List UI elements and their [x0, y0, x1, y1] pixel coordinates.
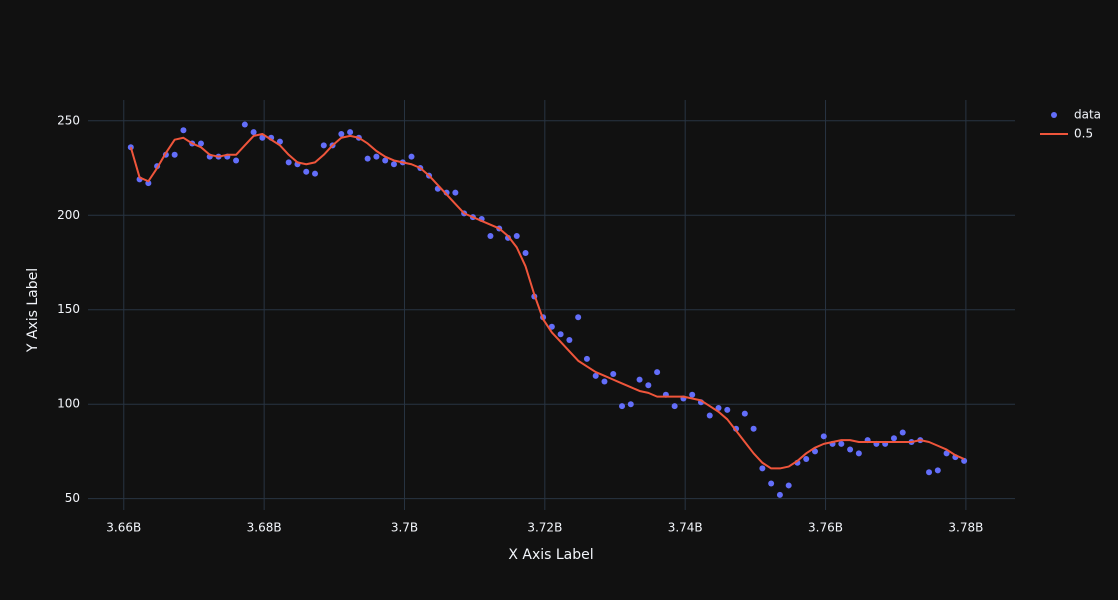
data-point — [645, 382, 652, 389]
data-point — [943, 450, 950, 457]
data-point — [233, 157, 240, 164]
legend-label[interactable]: data — [1074, 108, 1101, 122]
x-tick-label: 3.7B — [391, 521, 418, 535]
x-tick-label: 3.76B — [808, 521, 843, 535]
data-point — [610, 370, 617, 377]
data-point — [776, 491, 783, 498]
plot-area — [127, 121, 968, 498]
legend-swatch — [1051, 112, 1057, 118]
x-tick-label: 3.66B — [106, 521, 141, 535]
data-point — [671, 403, 678, 410]
data-point — [592, 372, 599, 379]
data-point — [750, 425, 757, 432]
y-tick-label: 200 — [57, 208, 80, 222]
legend: data 0.5 — [1040, 108, 1101, 141]
data-point — [785, 482, 792, 489]
data-point — [803, 455, 810, 462]
data-point — [855, 450, 862, 457]
data-point — [654, 369, 661, 376]
data-point — [741, 410, 748, 417]
data-point — [627, 401, 634, 408]
data-point — [812, 448, 819, 455]
x-tick-label: 3.74B — [668, 521, 703, 535]
y-tick-label: 100 — [57, 397, 80, 411]
data-point — [566, 336, 573, 343]
data-point — [575, 314, 582, 321]
data-point — [303, 168, 310, 175]
data-point — [890, 435, 897, 442]
data-point — [347, 129, 354, 136]
data-point — [619, 403, 626, 410]
data-point — [320, 142, 327, 149]
x-tick-label: 3.78B — [948, 521, 983, 535]
data-point — [583, 355, 590, 362]
data-point — [689, 391, 696, 398]
data-point — [180, 127, 187, 134]
smooth-line — [129, 133, 965, 470]
data-point — [338, 131, 345, 138]
data-point — [452, 189, 459, 196]
data-point — [557, 331, 564, 338]
y-tick-label: 50 — [65, 491, 80, 505]
y-tick-label: 150 — [57, 302, 80, 316]
data-point — [241, 121, 248, 128]
data-point — [285, 159, 292, 166]
data-point — [259, 134, 266, 141]
data-point — [276, 138, 283, 145]
data-point — [838, 440, 845, 447]
data-point — [899, 429, 906, 436]
data-point — [373, 153, 380, 160]
data-point — [382, 157, 389, 164]
data-point — [408, 153, 415, 160]
data-point — [706, 412, 713, 419]
data-point — [934, 467, 941, 474]
data-point — [487, 233, 494, 240]
data-point — [250, 129, 257, 136]
x-axis-title: X Axis Label — [508, 547, 593, 563]
data-point — [847, 446, 854, 453]
data-point — [715, 404, 722, 411]
y-axis-title: Y Axis Label — [25, 268, 41, 353]
data-point — [312, 170, 319, 177]
data-point — [390, 161, 397, 168]
data-point — [636, 376, 643, 383]
data-point — [601, 378, 608, 385]
data-point — [926, 469, 933, 476]
data-point — [759, 465, 766, 472]
data-point — [171, 151, 178, 158]
data-point — [522, 250, 529, 257]
data-point — [724, 406, 731, 413]
data-point — [197, 140, 204, 147]
x-tick-label: 3.68B — [247, 521, 282, 535]
data-point — [768, 480, 775, 487]
data-point — [364, 155, 371, 162]
x-tick-label: 3.72B — [527, 521, 562, 535]
data-point — [513, 233, 520, 240]
data-point — [820, 433, 827, 440]
data-point — [548, 323, 555, 330]
y-tick-label: 250 — [57, 113, 80, 127]
legend-label[interactable]: 0.5 — [1074, 127, 1093, 141]
grid — [88, 100, 1015, 510]
